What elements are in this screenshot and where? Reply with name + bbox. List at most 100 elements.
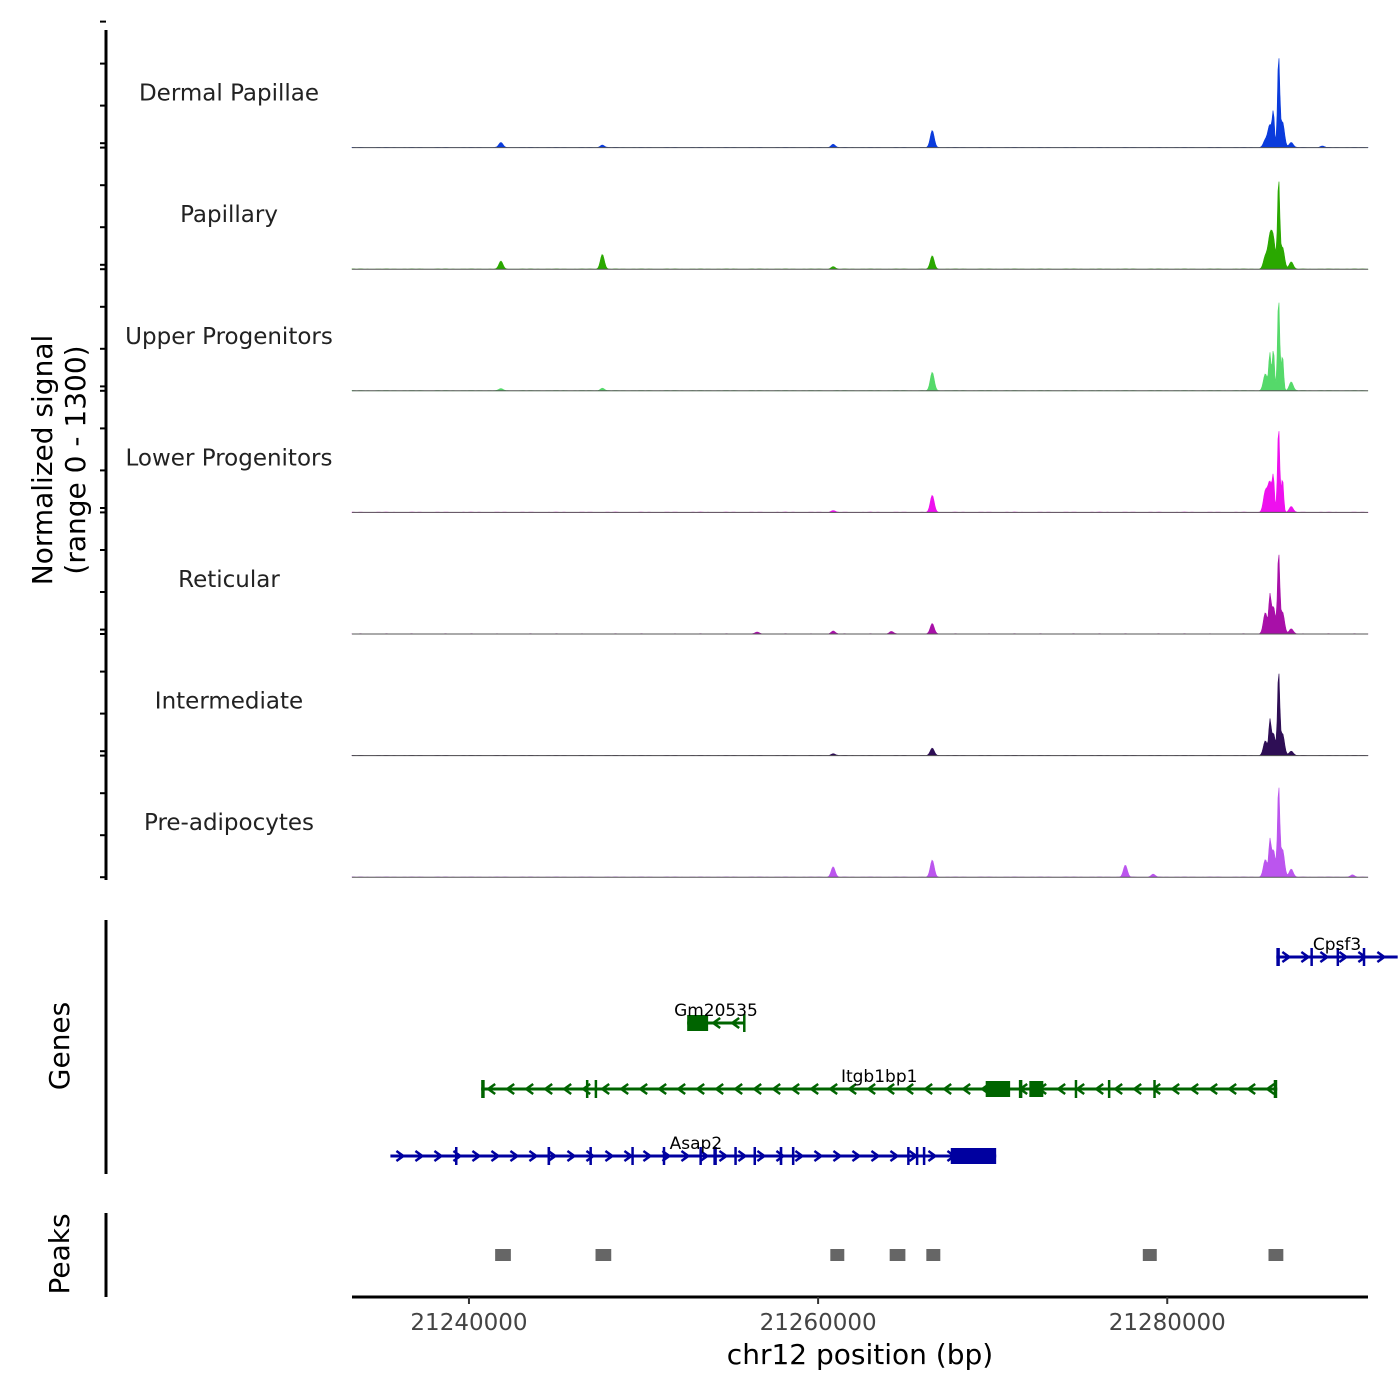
signal-area	[351, 431, 1369, 513]
gene-exon	[734, 1147, 737, 1165]
strand-arrow	[711, 1016, 721, 1030]
strand-arrow	[756, 1149, 767, 1163]
strand-arrow	[813, 1149, 824, 1163]
signal-track: Reticular	[100, 507, 1369, 635]
strand-arrow	[718, 1149, 729, 1163]
gene-exon	[589, 1147, 592, 1165]
genes-panel-title: Genes	[43, 1002, 76, 1090]
signal-area	[351, 787, 1369, 878]
gene-model: Gm20535	[674, 1001, 758, 1032]
strand-arrow	[832, 1149, 843, 1163]
x-tick-label: 21260000	[760, 1310, 877, 1336]
gene-exon	[547, 1147, 551, 1165]
peak-region	[926, 1249, 941, 1261]
strand-arrow	[885, 1082, 895, 1096]
strand-arrow	[528, 1149, 539, 1163]
gene-exon	[662, 1147, 666, 1165]
peak-regions	[104, 1213, 1284, 1297]
strand-arrow	[433, 1149, 444, 1163]
strand-arrow	[942, 1082, 952, 1096]
strand-arrow	[927, 1149, 938, 1163]
gene-exon	[1074, 1080, 1078, 1098]
gene-exon	[1362, 948, 1366, 966]
strand-arrow	[414, 1149, 425, 1163]
strand-arrow	[1246, 1082, 1256, 1096]
signal-area	[351, 58, 1369, 148]
gene-label: Gm20535	[674, 1001, 758, 1021]
strand-arrow	[1265, 1082, 1275, 1096]
gene-exon	[594, 1080, 598, 1098]
strand-arrow	[714, 1082, 724, 1096]
peaks-panel-title: Peaks	[43, 1213, 76, 1294]
signal-track: Intermediate	[100, 628, 1369, 757]
gene-exon	[922, 1147, 926, 1165]
strand-arrow	[486, 1082, 496, 1096]
signal-track: Dermal Papillae	[100, 20, 1369, 149]
strand-arrow	[1189, 1082, 1199, 1096]
peak-region	[830, 1249, 845, 1261]
strand-arrow	[642, 1149, 653, 1163]
signal-track: Papillary	[100, 142, 1369, 271]
track-label: Dermal Papillae	[139, 81, 319, 107]
strand-arrow	[904, 1082, 914, 1096]
strand-arrow	[676, 1082, 686, 1096]
strand-arrow	[566, 1149, 577, 1163]
strand-arrow	[775, 1149, 786, 1163]
gene-exon	[713, 1147, 717, 1165]
strand-arrow	[752, 1082, 762, 1096]
strand-arrow	[961, 1082, 971, 1096]
gene-exon	[631, 1147, 634, 1165]
strand-arrow	[737, 1149, 748, 1163]
gene-model: Cpsf3	[1276, 935, 1398, 966]
gene-label: Itgb1bp1	[841, 1067, 917, 1087]
signal-track: Upper Progenitors	[100, 263, 1369, 392]
strand-arrow	[509, 1149, 520, 1163]
peak-region	[1268, 1249, 1284, 1261]
x-axis-title: chr12 position (bp)	[727, 1338, 993, 1371]
strand-arrow	[1151, 1082, 1161, 1096]
x-tick-label: 21240000	[410, 1310, 527, 1336]
peak-region	[595, 1249, 612, 1261]
strand-arrow	[790, 1082, 800, 1096]
gene-exon	[985, 1081, 1011, 1097]
gene-exon	[585, 1080, 589, 1098]
strand-arrow	[733, 1082, 743, 1096]
gene-model: Asap2	[390, 1134, 997, 1165]
strand-arrow	[490, 1149, 501, 1163]
gene-exon	[1029, 1081, 1044, 1097]
x-axis: 21240000 21260000 21280000	[352, 1295, 1368, 1336]
strand-arrow	[395, 1149, 406, 1163]
strand-arrow	[547, 1149, 558, 1163]
strand-arrow	[1227, 1082, 1237, 1096]
gene-exon	[1153, 1080, 1156, 1098]
track-label: Reticular	[178, 567, 280, 593]
gene-exon	[753, 1147, 757, 1165]
peak-region	[889, 1249, 906, 1261]
y-axis-title-line1: Normalized signal	[26, 335, 59, 586]
strand-arrow	[847, 1082, 857, 1096]
strand-arrow	[562, 1082, 572, 1096]
strand-arrow	[543, 1082, 553, 1096]
strand-arrow	[524, 1082, 534, 1096]
strand-arrow	[794, 1149, 805, 1163]
track-label: Intermediate	[155, 689, 303, 715]
gene-exon	[687, 1015, 709, 1031]
strand-arrow	[866, 1082, 876, 1096]
strand-arrow	[1208, 1082, 1218, 1096]
strand-arrow	[923, 1082, 933, 1096]
strand-arrow	[1319, 950, 1330, 964]
strand-arrow	[699, 1149, 710, 1163]
strand-arrow	[604, 1149, 615, 1163]
strand-arrow	[1056, 1082, 1066, 1096]
signal-tracks: Dermal Papillae Papillary Upper Progenitor…	[100, 20, 1369, 880]
gene-exon	[1336, 948, 1340, 966]
strand-arrow	[600, 1082, 610, 1096]
strand-arrow	[851, 1149, 862, 1163]
gene-exon	[1018, 1080, 1023, 1098]
strand-arrow	[680, 1149, 691, 1163]
strand-arrow	[619, 1082, 629, 1096]
strand-arrow	[505, 1082, 515, 1096]
gene-exon	[779, 1147, 783, 1165]
strand-arrow	[1132, 1082, 1142, 1096]
